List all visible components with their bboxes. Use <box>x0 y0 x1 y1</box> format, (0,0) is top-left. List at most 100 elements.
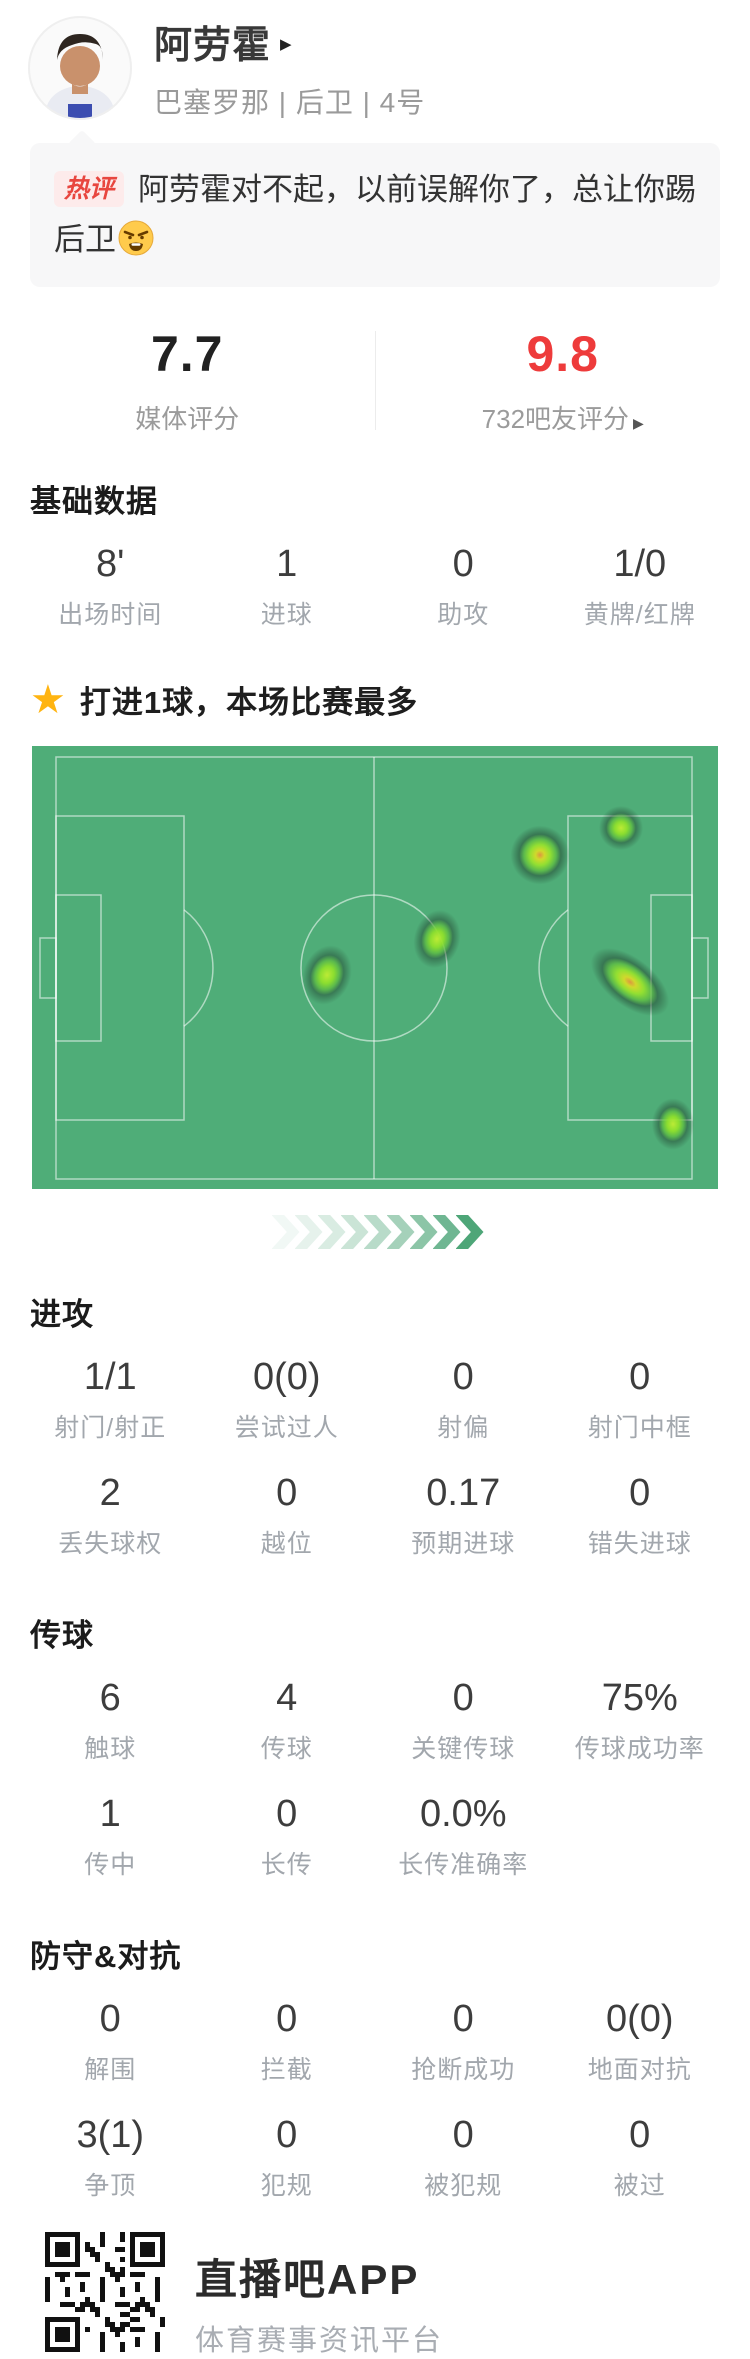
stat-cell: 0 错失进球 <box>552 1472 729 1560</box>
stat-value: 2 <box>22 1472 199 1515</box>
stat-value: 6 <box>22 1677 199 1720</box>
stat-value: 0 <box>375 1677 552 1720</box>
defense-row-1: 0 解围 0 拦截 0 抢断成功 0(0) 地面对抗 <box>0 1998 750 2086</box>
stat-cell: 0 长传 <box>199 1793 376 1881</box>
heatmap-field <box>32 746 718 1189</box>
stat-cell-empty <box>552 1793 729 1881</box>
stat-cell: 0 射门中框 <box>552 1356 729 1444</box>
stat-label: 长传准确率 <box>375 1845 552 1881</box>
stat-value: 0 <box>552 1356 729 1399</box>
stat-cell: 1 进球 <box>199 543 376 631</box>
name-dropdown-caret-icon[interactable]: ▶ <box>280 35 292 53</box>
stat-value: 0 <box>552 1472 729 1515</box>
heat-spot <box>404 902 469 977</box>
media-rating: 7.7 媒体评分 <box>0 325 375 436</box>
stat-cell: 0 被犯规 <box>375 2114 552 2202</box>
passing-row-2: 1 传中 0 长传 0.0% 长传准确率 <box>0 1793 750 1881</box>
stat-label: 抢断成功 <box>375 2050 552 2086</box>
stat-label: 射偏 <box>375 1408 552 1444</box>
stat-value: 0.17 <box>375 1472 552 1515</box>
stat-label: 争顶 <box>22 2166 199 2202</box>
stat-value: 0(0) <box>552 1998 729 2041</box>
stat-value: 0 <box>199 2114 376 2157</box>
stat-cell: 0(0) 地面对抗 <box>552 1998 729 2086</box>
media-rating-value: 7.7 <box>0 325 375 383</box>
heatmap-spots <box>32 746 718 1189</box>
heat-spot <box>575 931 686 1034</box>
stat-cell: 0 关键传球 <box>375 1677 552 1765</box>
stat-label: 被犯规 <box>375 2166 552 2202</box>
stat-cell: 0 解围 <box>22 1998 199 2086</box>
stat-cell: 0(0) 尝试过人 <box>199 1356 376 1444</box>
stat-value: 4 <box>199 1677 376 1720</box>
stat-value: 1/0 <box>552 543 729 586</box>
fans-rating-value: 9.8 <box>376 325 750 383</box>
attack-row-1: 1/1 射门/射正 0(0) 尝试过人 0 射偏 0 射门中框 <box>0 1356 750 1444</box>
stat-label: 丢失球权 <box>22 1524 199 1560</box>
stat-cell: 75% 传球成功率 <box>552 1677 729 1765</box>
basic-stats-row: 8' 出场时间 1 进球 0 助攻 1/0 黄牌/红牌 <box>0 543 750 631</box>
app-name: 直播吧APP <box>195 2246 443 2307</box>
stat-label: 触球 <box>22 1729 199 1765</box>
highlight-line: ★ 打进1球，本场比赛最多 <box>0 677 750 722</box>
stat-label: 错失进球 <box>552 1524 729 1560</box>
heat-spot <box>597 804 645 852</box>
stat-value: 0.0% <box>375 1793 552 1836</box>
stat-label: 传球成功率 <box>552 1729 729 1765</box>
stat-label: 传中 <box>22 1845 199 1881</box>
stat-label: 长传 <box>199 1845 376 1881</box>
ratings-row: 7.7 媒体评分 9.8 732吧友评分▶ <box>0 325 750 436</box>
stat-label: 被过 <box>552 2166 729 2202</box>
stat-value: 0 <box>375 1356 552 1399</box>
stat-label: 关键传球 <box>375 1729 552 1765</box>
app-tagline: 体育赛事资讯平台 <box>195 2317 443 2359</box>
player-header[interactable]: 阿劳霍 ▶ 巴塞罗那 | 后卫 | 4号 <box>0 0 750 121</box>
highlight-text: 打进1球，本场比赛最多 <box>80 677 418 722</box>
stat-cell: 0 抢断成功 <box>375 1998 552 2086</box>
stat-value: 0(0) <box>199 1356 376 1399</box>
stat-cell: 1 传中 <box>22 1793 199 1881</box>
stat-label: 越位 <box>199 1524 376 1560</box>
heat-spot <box>650 1096 696 1152</box>
stat-label: 射门/射正 <box>22 1408 199 1444</box>
hot-comment-badge: 热评 <box>54 171 124 207</box>
stat-label: 地面对抗 <box>552 2050 729 2086</box>
player-name: 阿劳霍 <box>154 14 271 69</box>
stat-value: 75% <box>552 1677 729 1720</box>
stat-label: 犯规 <box>199 2166 376 2202</box>
stat-label: 预期进球 <box>375 1524 552 1560</box>
stat-value: 1 <box>199 543 376 586</box>
qr-code <box>45 2232 165 2352</box>
stat-value: 0 <box>375 1998 552 2041</box>
defense-row-2: 3(1) 争顶 0 犯规 0 被犯规 0 被过 <box>0 2114 750 2202</box>
stat-label: 进球 <box>199 595 376 631</box>
stat-label: 拦截 <box>199 2050 376 2086</box>
attack-row-2: 2 丢失球权 0 越位 0.17 预期进球 0 错失进球 <box>0 1472 750 1560</box>
stat-cell: 0.17 预期进球 <box>375 1472 552 1560</box>
stat-cell: 0 助攻 <box>375 543 552 631</box>
heat-spot <box>291 935 362 1015</box>
stat-cell: 0 被过 <box>552 2114 729 2202</box>
stat-cell: 0 犯规 <box>199 2114 376 2202</box>
hot-comment-bubble: 热评阿劳霍对不起，以前误解你了，总让你踢后卫 <box>30 143 720 287</box>
stat-cell: 6 触球 <box>22 1677 199 1765</box>
fans-rating-label: 732吧友评分▶ <box>376 399 750 436</box>
stat-cell: 0.0% 长传准确率 <box>375 1793 552 1881</box>
stat-label: 解围 <box>22 2050 199 2086</box>
stat-value: 1 <box>22 1793 199 1836</box>
avatar <box>28 16 132 120</box>
stat-value: 0 <box>199 1793 376 1836</box>
section-title-defense: 防守&对抗 <box>0 1931 750 1976</box>
chevron-row <box>0 1215 750 1249</box>
angry-emoji-icon <box>118 220 154 256</box>
stat-value: 0 <box>552 2114 729 2157</box>
fans-rating-caret-icon: ▶ <box>633 415 644 431</box>
star-icon: ★ <box>30 680 66 720</box>
stat-value: 1/1 <box>22 1356 199 1399</box>
player-photo-placeholder <box>28 16 132 120</box>
fans-rating[interactable]: 9.8 732吧友评分▶ <box>376 325 750 436</box>
stat-label: 尝试过人 <box>199 1408 376 1444</box>
stat-label: 传球 <box>199 1729 376 1765</box>
chevron-icon <box>272 1215 300 1249</box>
stat-value: 3(1) <box>22 2114 199 2157</box>
